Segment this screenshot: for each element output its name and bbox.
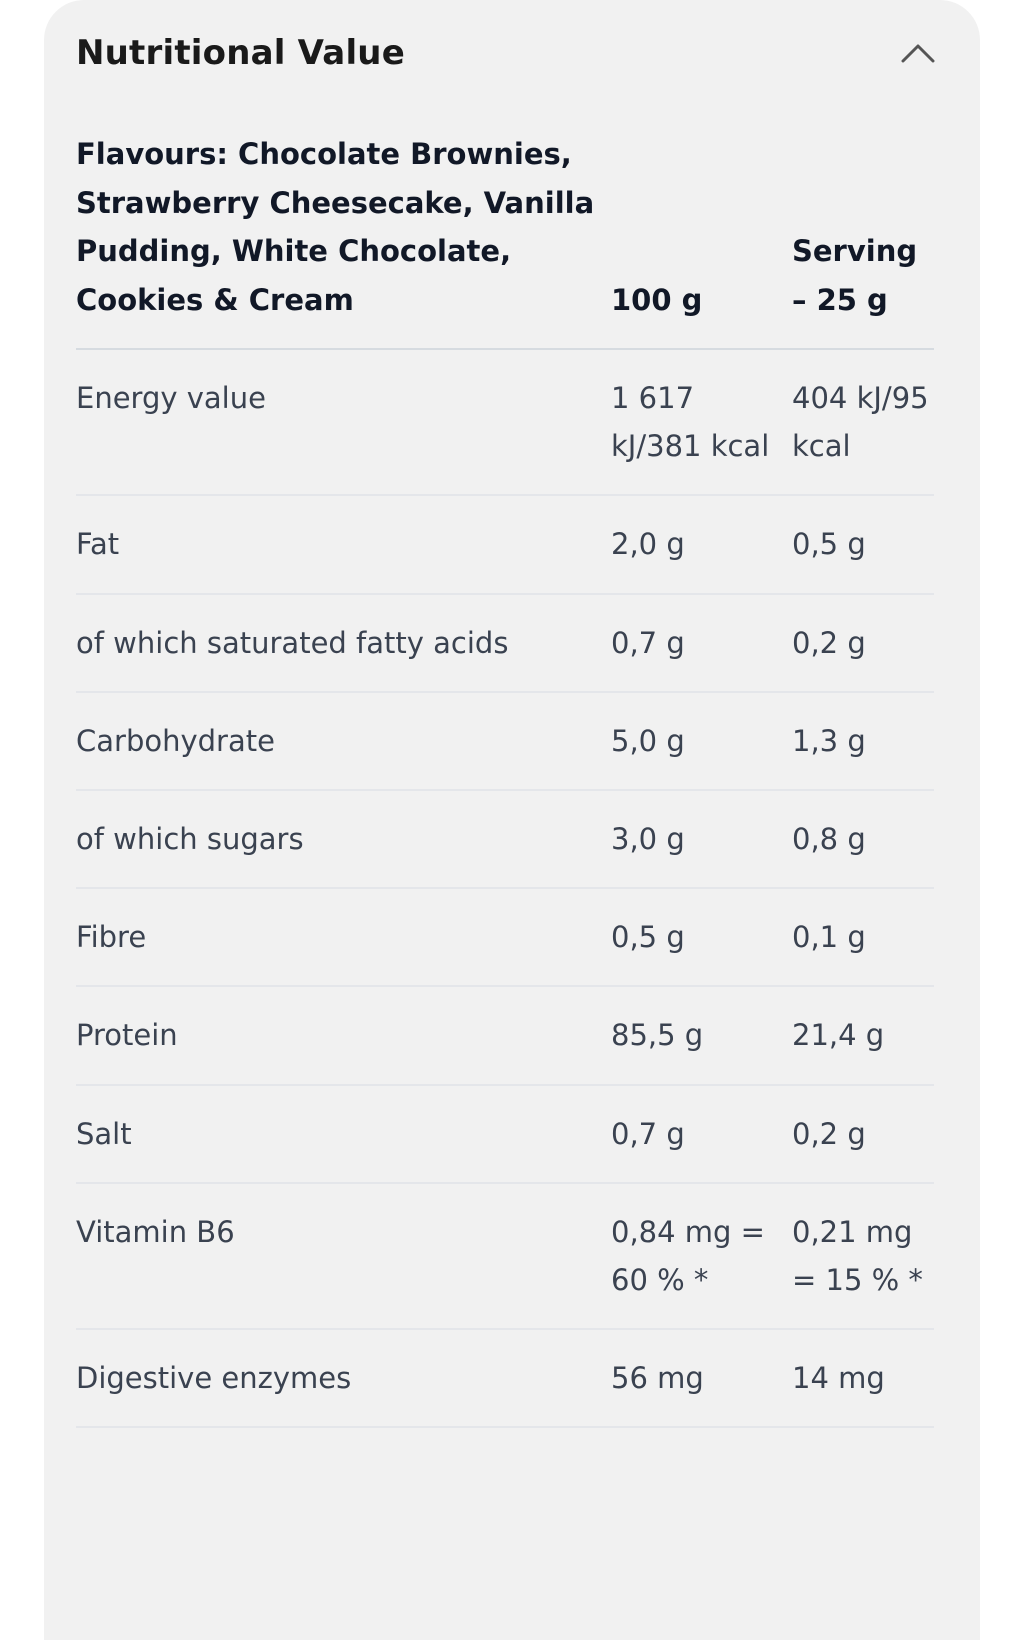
nutrient-name: Protein (76, 1018, 178, 1053)
table-row: of which saturated fatty acids 0,7 g 0,2… (76, 595, 934, 693)
value-per-100g: 85,5 g (611, 1018, 704, 1053)
value-per-100g: 56 mg (611, 1361, 704, 1396)
value-per-serving: 0,5 g (792, 527, 866, 562)
table-row: Digestive enzymes 56 mg 14 mg (76, 1330, 934, 1429)
nutrient-name: Fat (76, 527, 120, 562)
value-per-serving: 404 kJ/95 kcal (792, 381, 929, 464)
value-per-100g: 5,0 g (611, 723, 685, 758)
nutrient-name: Fibre (76, 920, 147, 955)
table-row: Protein 85,5 g 21,4 g (76, 987, 934, 1086)
table-row: Fat 2,0 g 0,5 g (76, 496, 934, 595)
value-per-serving: 0,1 g (792, 920, 866, 955)
value-per-serving: 21,4 g (792, 1018, 885, 1053)
value-per-serving: 0,21 mg = 15 % * (792, 1214, 923, 1298)
value-per-serving: 0,8 g (792, 822, 866, 857)
table-header-row: Flavours: Chocolate Brownies, Strawberry… (76, 130, 934, 350)
value-per-100g: 2,0 g (611, 527, 685, 562)
nutrient-name: Vitamin B6 (76, 1214, 235, 1249)
value-per-100g: 0,5 g (611, 920, 685, 955)
value-per-100g: 0,7 g (611, 625, 685, 660)
value-per-serving: 0,2 g (792, 1116, 866, 1151)
header-per-serving: Serving – 25 g (792, 234, 918, 317)
value-per-100g: 1 617 kJ/381 kcal (611, 381, 770, 464)
table-row: of which sugars 3,0 g 0,8 g (76, 791, 934, 890)
table-row: Salt 0,7 g 0,2 g (76, 1086, 934, 1184)
chevron-up-icon[interactable] (898, 33, 938, 73)
nutrient-name: Carbohydrate (76, 723, 275, 758)
table-row: Energy value 1 617 kJ/381 kcal 404 kJ/95… (76, 350, 934, 497)
value-per-100g: 3,0 g (611, 822, 685, 857)
card-title: Nutritional Value (76, 33, 405, 73)
nutrition-table: Flavours: Chocolate Brownies, Strawberry… (76, 130, 934, 1429)
value-per-100g: 0,84 mg = 60 % * (611, 1214, 765, 1298)
nutrient-name: Digestive enzymes (76, 1361, 352, 1396)
table-row: Carbohydrate 5,0 g 1,3 g (76, 693, 934, 792)
nutritional-value-card: Nutritional Value Flavours: Chocolate Br… (44, 0, 980, 1640)
nutrient-name: of which sugars (76, 822, 304, 857)
header-per-100g: 100 g (611, 282, 703, 317)
accordion-header[interactable]: Nutritional Value (76, 28, 948, 78)
value-per-100g: 0,7 g (611, 1116, 685, 1151)
nutrient-name: of which saturated fatty acids (76, 625, 509, 660)
nutrient-name: Salt (76, 1116, 132, 1151)
value-per-serving: 1,3 g (792, 723, 866, 758)
table-row: Fibre 0,5 g 0,1 g (76, 889, 934, 988)
value-per-serving: 14 mg (792, 1361, 885, 1396)
value-per-serving: 0,2 g (792, 625, 866, 660)
nutrient-name: Energy value (76, 381, 266, 415)
header-flavours: Flavours: Chocolate Brownies, Strawberry… (76, 137, 595, 317)
table-row: Vitamin B6 0,84 mg = 60 % * 0,21 mg = 15… (76, 1184, 934, 1331)
